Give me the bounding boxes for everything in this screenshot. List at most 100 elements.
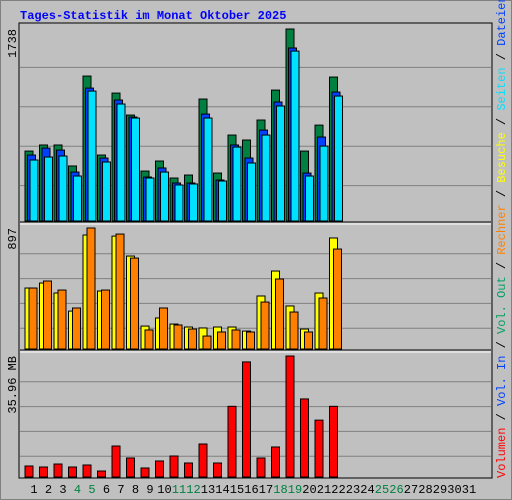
- bar: [169, 455, 179, 478]
- y-tick-label: 1738: [6, 29, 20, 58]
- x-tick-label: 5: [88, 483, 95, 497]
- y-tick-label: 897: [6, 228, 20, 250]
- bar: [53, 463, 63, 478]
- bar: [145, 177, 155, 222]
- bar: [43, 280, 52, 350]
- bar: [173, 324, 183, 350]
- x-tick-label: 28: [418, 483, 432, 497]
- x-tick-label: 22: [331, 483, 345, 497]
- legend-separator: /: [495, 334, 509, 356]
- x-tick-label: 17: [259, 483, 273, 497]
- x-tick-label: 18: [273, 483, 287, 497]
- legend-separator: /: [495, 183, 509, 205]
- x-tick-label: 21: [317, 483, 331, 497]
- x-tick-label: 3: [59, 483, 66, 497]
- bar: [318, 297, 328, 350]
- x-tick-label: 12: [186, 483, 200, 497]
- bar: [198, 443, 208, 478]
- x-tick-label: 29: [433, 483, 447, 497]
- x-tick-label: 14: [215, 483, 229, 497]
- bar: [276, 105, 285, 222]
- bar: [97, 470, 106, 478]
- bar: [232, 146, 242, 222]
- legend-separator: /: [495, 406, 509, 428]
- bar: [39, 466, 48, 478]
- x-tick-label: 16: [244, 483, 258, 497]
- bar: [29, 159, 39, 222]
- x-tick-label: 10: [157, 483, 171, 497]
- bar: [68, 466, 77, 478]
- bar: [44, 156, 53, 222]
- bar: [319, 145, 329, 222]
- x-tick-label: 6: [103, 483, 110, 497]
- x-tick-label: 4: [74, 483, 81, 497]
- legend-entry: Vol. Out: [495, 276, 509, 334]
- legend-entry: Besuche: [495, 132, 509, 182]
- bar: [126, 457, 135, 478]
- legend-separator: /: [495, 255, 509, 277]
- bar: [290, 50, 300, 222]
- bar: [115, 233, 125, 350]
- x-tick-label: 20: [302, 483, 316, 497]
- bar: [116, 103, 126, 222]
- legend-entry: Vol. In: [495, 356, 509, 406]
- bar: [102, 161, 111, 222]
- bar: [155, 460, 164, 478]
- bar: [333, 248, 342, 350]
- x-tick-label: 11: [172, 483, 186, 497]
- bar: [184, 462, 193, 478]
- legend: Volumen / Vol. In / Vol. Out / Rechner /…: [495, 0, 509, 478]
- bar: [256, 457, 266, 478]
- bar: [160, 171, 169, 222]
- legend-entry: Volumen: [495, 428, 509, 478]
- bar: [300, 398, 309, 478]
- bar: [189, 183, 198, 222]
- x-tick-label: 26: [389, 483, 403, 497]
- bar: [242, 361, 251, 478]
- bar: [202, 335, 212, 350]
- bar: [159, 307, 168, 350]
- bar: [260, 301, 270, 350]
- bar: [144, 329, 154, 350]
- bar: [72, 307, 81, 350]
- plot-frame: [18, 22, 493, 479]
- chart-title: Tages-Statistik im Monat Oktober 2025: [20, 9, 286, 23]
- x-tick-label: 25: [375, 483, 389, 497]
- x-tick-label: 24: [360, 483, 374, 497]
- bar: [87, 90, 97, 222]
- x-tick-label: 27: [404, 483, 418, 497]
- bar: [289, 311, 299, 350]
- bar: [140, 467, 150, 478]
- bar: [275, 278, 284, 350]
- bar: [130, 257, 139, 350]
- bar: [101, 289, 110, 350]
- x-tick-label: 13: [201, 483, 215, 497]
- bar: [28, 287, 38, 350]
- bar: [131, 117, 140, 222]
- x-tick-label: 15: [230, 483, 244, 497]
- bar: [24, 465, 34, 478]
- bar: [111, 445, 121, 478]
- x-tick-label: 30: [447, 483, 461, 497]
- x-tick-label: 1: [30, 483, 37, 497]
- bar: [314, 419, 324, 478]
- bar: [334, 95, 343, 222]
- bar: [58, 155, 68, 222]
- x-tick-label: 19: [288, 483, 302, 497]
- x-tick-label: 2: [45, 483, 52, 497]
- bar: [329, 405, 338, 478]
- bar: [305, 175, 314, 222]
- x-tick-label: 7: [117, 483, 124, 497]
- bar: [304, 331, 313, 350]
- bar: [188, 328, 197, 350]
- legend-entry: Rechner: [495, 204, 509, 254]
- x-tick-label: 9: [146, 483, 153, 497]
- x-tick-label: 31: [462, 483, 476, 497]
- bar: [271, 446, 280, 478]
- bar: [261, 134, 271, 222]
- x-tick-label: 23: [346, 483, 360, 497]
- bar: [227, 405, 237, 478]
- bar: [57, 289, 67, 350]
- bar: [82, 464, 92, 478]
